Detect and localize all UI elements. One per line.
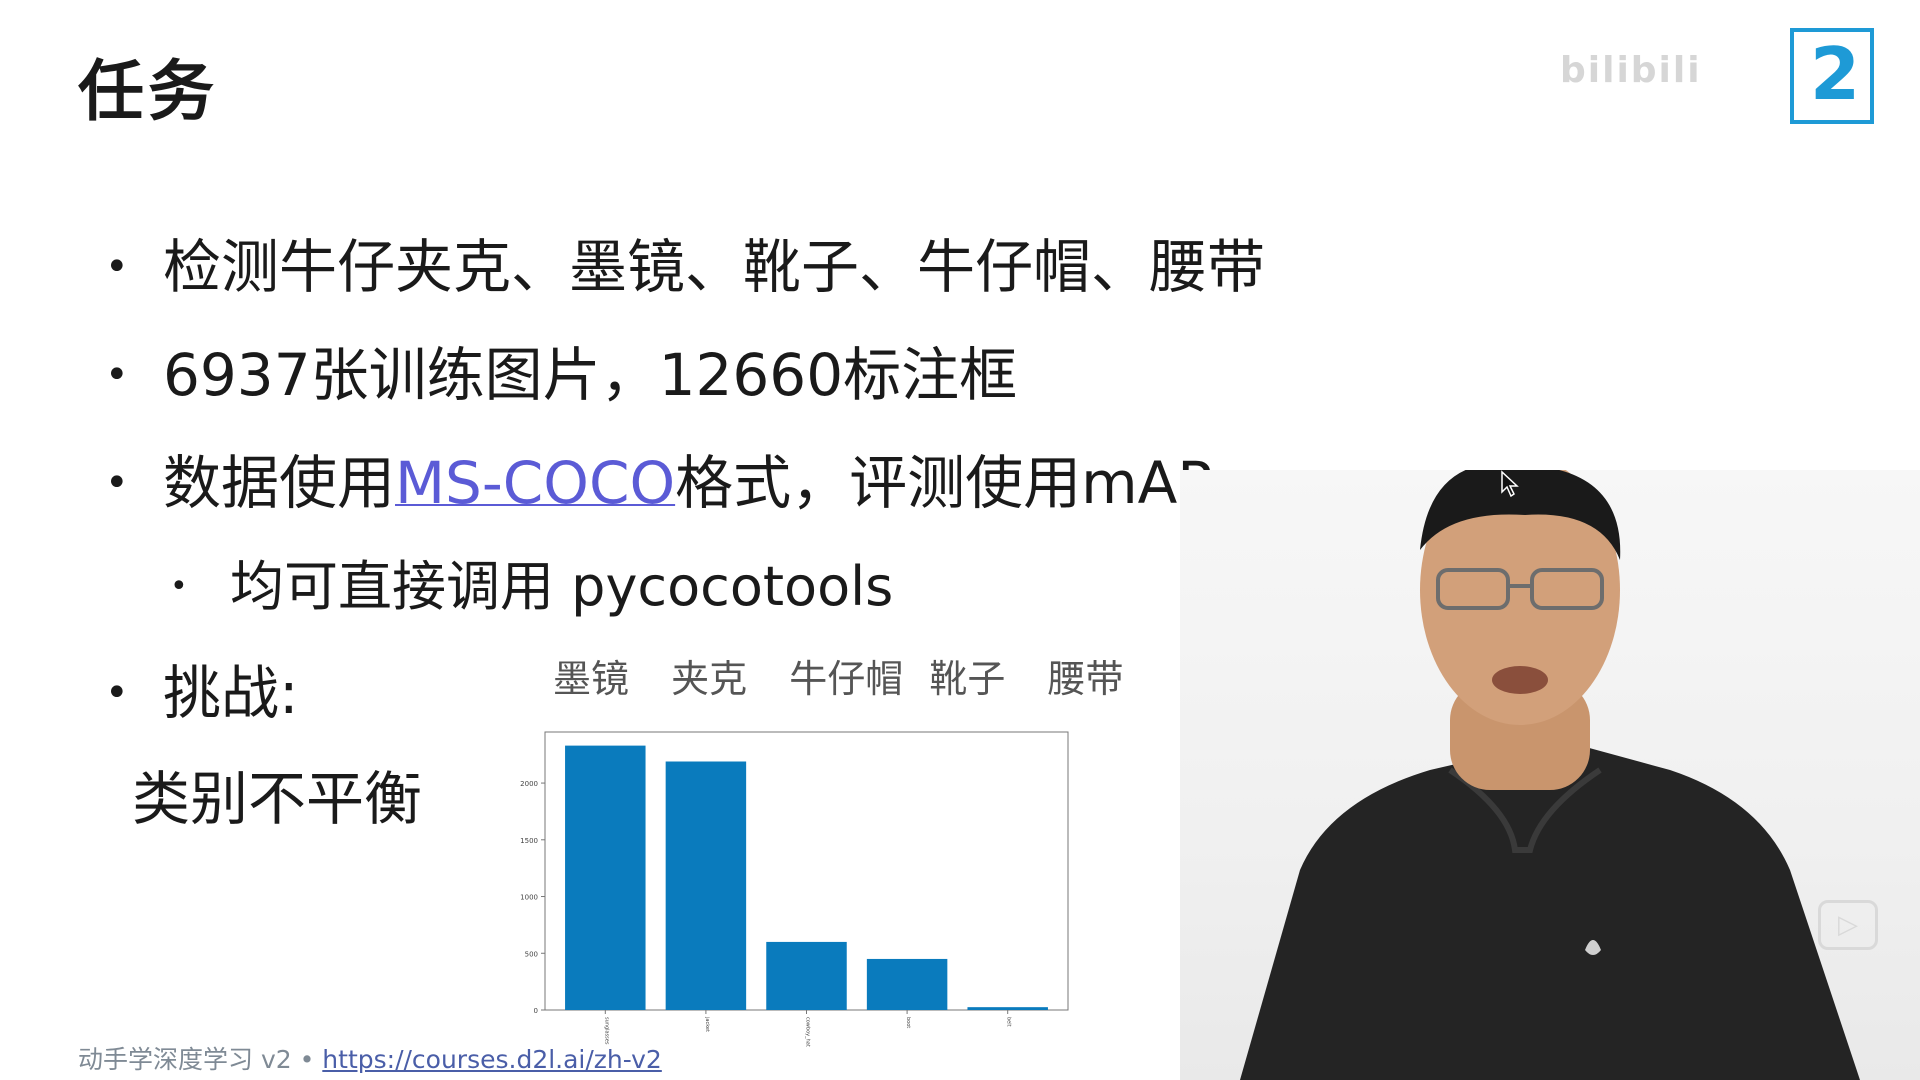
bullet-dot: • — [105, 670, 129, 716]
logo-number: 2 — [1810, 32, 1861, 116]
x-tick-label: belt — [1006, 1017, 1012, 1027]
slide-title: 任务 — [78, 53, 218, 130]
footer-link[interactable]: https://courses.d2l.ai/zh-v2 — [322, 1045, 662, 1074]
bullet-dot: • — [105, 244, 129, 290]
category-label: 夹克 — [671, 657, 748, 701]
y-tick-label: 1500 — [520, 837, 538, 845]
bullet-3: • 数据使用 MS-COCO 格式，评测使用mAP — [105, 454, 1212, 512]
ms-coco-link[interactable]: MS-COCO — [395, 449, 676, 517]
bilibili-watermark: bilibili — [1560, 50, 1702, 91]
bullet-3-before: 数据使用 — [163, 449, 396, 517]
category-label: 腰带 — [1047, 657, 1124, 701]
footer-course: 动手学深度学习 v2 • — [78, 1045, 323, 1074]
category-label: 墨镜 — [553, 657, 630, 701]
bullet-1-text: 检测牛仔夹克、墨镜、靴子、牛仔帽、腰带 — [163, 233, 1266, 301]
bar-jacket — [665, 761, 747, 1010]
bar-sunglasses — [565, 745, 646, 1010]
x-tick-label: cowboy_hat — [805, 1017, 811, 1047]
y-tick-label: 500 — [525, 950, 538, 958]
x-tick-label: jacket — [704, 1016, 710, 1032]
category-label: 靴子 — [929, 657, 1006, 701]
presenter-image — [1240, 470, 1860, 1080]
pointer-cursor-icon — [1501, 470, 1519, 498]
challenge-text: 类别不平衡 — [132, 765, 423, 833]
y-tick-label: 0 — [534, 1007, 538, 1015]
d2l-logo-icon: 2 — [1790, 28, 1874, 124]
bullet-2: • 6937张训练图片，12660标注框 — [105, 346, 1017, 404]
bullet-dot: • — [105, 460, 129, 506]
bullet-4: • 挑战: — [105, 664, 299, 722]
bullet-dot: • — [105, 352, 129, 398]
x-tick-label: boot — [905, 1017, 911, 1028]
x-tick-label: sunglasses — [603, 1017, 609, 1045]
bullet-3-after: 格式，评测使用mAP — [675, 449, 1213, 517]
sub-bullet: • 均可直接调用 pycocotools — [170, 560, 893, 614]
play-icon[interactable]: ▷ — [1818, 900, 1878, 950]
footer: 动手学深度学习 v2 • https://courses.d2l.ai/zh-v… — [78, 1040, 662, 1076]
bar-belt — [967, 1007, 1048, 1010]
bar-boot — [866, 958, 948, 1010]
challenge-heading: 挑战: — [163, 659, 299, 727]
category-labels: 墨镜 夹克 牛仔帽 靴子 腰带 — [553, 648, 1153, 703]
bullet-2-text: 6937张训练图片，12660标注框 — [163, 341, 1018, 409]
category-label: 牛仔帽 — [789, 657, 904, 701]
bullet-dot: • — [170, 569, 188, 604]
y-tick-label: 1000 — [520, 894, 538, 902]
y-tick-label: 2000 — [520, 780, 538, 788]
class-count-bar-chart: 0 500 1000 1500 2000 sunglasses jacket cowboy_h… — [520, 731, 1069, 1047]
bullet-1: • 检测牛仔夹克、墨镜、靴子、牛仔帽、腰带 — [105, 238, 1265, 296]
bar-cowboy_hat — [766, 941, 847, 1010]
sub-bullet-text: 均可直接调用 pycocotools — [230, 555, 894, 618]
presenter-video — [1180, 470, 1920, 1080]
